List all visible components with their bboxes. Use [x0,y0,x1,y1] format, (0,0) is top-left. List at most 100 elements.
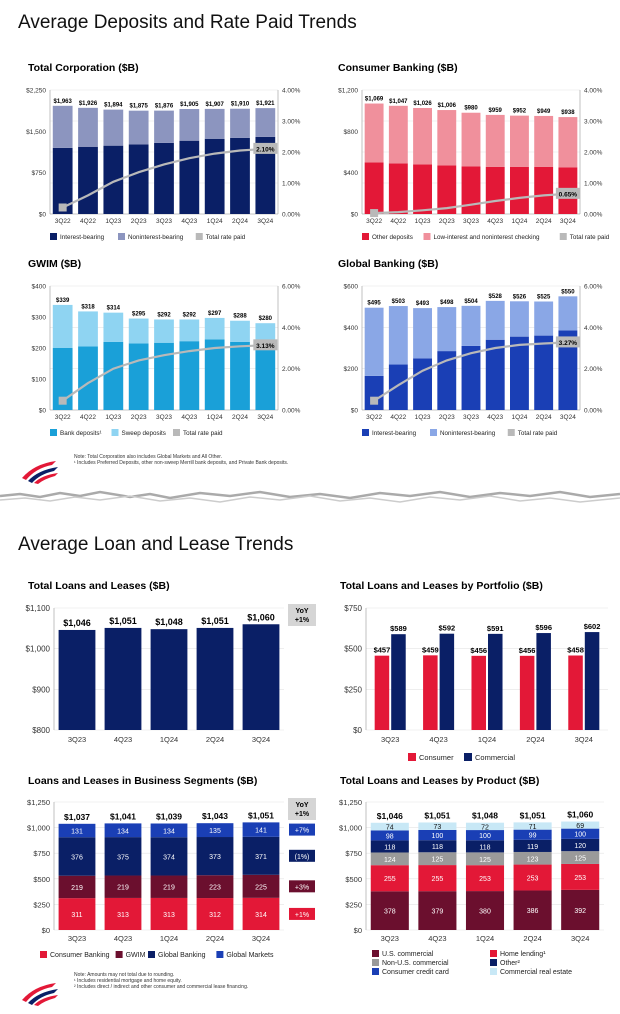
bar-global-banking [104,837,142,876]
y2-tick-label: 0.00% [282,408,301,415]
bar-non-u-s-commercial [513,851,552,865]
bar-noninterest-bearing [255,108,276,137]
y-tick-label: $500 [33,875,50,884]
y-tick-label: $300 [32,315,47,322]
bar-total-label: $318 [81,304,95,310]
bar-consumer-banking [104,897,142,930]
y2-tick-label: 3.00% [584,119,603,126]
bar-total-label: $550 [561,289,575,295]
legend-swatch [423,233,431,240]
y2-tick-label: 4.00% [282,88,301,95]
x-tick-label: 1Q23 [105,218,121,225]
bar-gwim [150,875,188,898]
bar-consumer-credit-card [370,830,409,841]
bar-gwim [58,875,96,899]
bar-noninterest-bearing [485,300,505,340]
legend-label-home-lending: Home lending¹ [500,951,546,958]
bar-total-label: $952 [513,109,527,115]
rate-line [374,192,568,215]
x-tick-label: 1Q24 [511,218,527,225]
segment-value-label: 98 [386,833,394,840]
y2-tick-label: 2.00% [584,150,603,157]
bar-interest-bearing [179,140,200,214]
y2-tick-label: 4.00% [584,325,603,332]
bar-value-label: $591 [487,624,504,633]
yoy-change-box [289,907,315,920]
x-tick-label: 1Q24 [207,218,223,225]
bar-total-label: $314 [107,306,121,312]
x-tick-label: 3Q24 [257,218,273,225]
x-tick-label: 4Q22 [80,218,96,225]
bar-total-label: $1,048 [472,811,498,821]
yoy-change-box [289,823,315,836]
bar-global-markets [242,822,280,837]
loans-by-product-title: Total Loans and Leases by Product ($B) [340,775,540,787]
x-tick-label: 1Q23 [415,414,431,421]
rate-last-label: 3.13% [256,343,275,350]
global-banking-chart: $0 $200 $400 $600 0.00% 2.00% 4.00% 6.00% $495 3Q… [344,284,603,438]
bar-sweep-deposits [230,320,250,342]
bar-noninterest-bearing [413,308,433,359]
x-tick-label: 3Q24 [560,218,576,225]
legend-swatch [362,429,369,436]
bar-consumer-banking [58,898,96,930]
bar-total-label: $1,047 [389,99,408,105]
x-tick-label: 2Q23 [439,414,455,421]
x-tick-label: 1Q23 [105,414,121,421]
segment-value-label: 253 [479,876,491,883]
bar-global-banking [150,837,188,876]
segment-value-label: 392 [574,908,586,915]
y2-tick-label: 6.00% [584,284,603,291]
bar-total-label: $528 [489,294,503,300]
bar-noninterest-bearing [558,296,578,331]
bar-total-label: $1,069 [365,97,384,103]
bar-total-label: $526 [513,294,527,300]
segment-value-label: 375 [117,854,129,861]
bar-sweep-deposits [179,319,200,342]
bar-noninterest-bearing [78,107,98,147]
bar-total-label: $504 [464,299,478,305]
segment-value-label: 71 [529,824,537,831]
yoy-total: +1% [295,811,310,818]
legend-label-total-rate-paid: Total rate paid [570,234,610,241]
x-tick-label: 2Q23 [131,218,147,225]
segment-value-label: 313 [117,912,129,919]
legend-label-global-markets: Global Markets [226,952,274,959]
bar-consumer-credit-card [513,829,552,840]
x-tick-label: 3Q23 [463,218,479,225]
x-tick-label: 3Q24 [252,735,270,744]
bar-low-interest-and-noninterest-checking [388,105,408,164]
legend-label-interest-bearing: Interest-bearing [60,234,105,241]
y-tick-label: $200 [344,366,359,373]
segment-value-label: 312 [209,912,221,919]
rate-first-marker [370,209,379,218]
y-tick-label: $800 [32,726,50,735]
y-tick-label: $500 [344,645,362,654]
segment-value-label: 219 [71,885,83,892]
y2-tick-label: 6.00% [282,284,301,291]
segment-value-label: 386 [527,908,539,915]
bar-total-loans [196,627,234,730]
loans-by-portfolio-chart: $0 $250 $500 $750 $457 $589 3Q23 $459 $592 4Q23 $4… [344,604,608,762]
legend-label-commercial-real-estate: Commercial real estate [500,969,572,976]
x-tick-label: 4Q22 [80,414,96,421]
bar-total-label: $1,006 [438,103,457,109]
bar-global-banking [58,837,96,876]
bar-value-label: $1,051 [109,616,137,626]
y-tick-label: $750 [33,849,50,858]
legend-label-consumer-banking: Consumer Banking [50,952,110,959]
x-tick-label: 2Q24 [536,218,552,225]
y2-tick-label: 4.00% [282,325,301,332]
bar-total-label: $949 [537,109,551,115]
y-tick-label: $250 [344,685,362,694]
segment-value-label: 118 [384,844,395,851]
bar-global-banking [196,837,234,876]
bar-total-label: $1,051 [248,810,274,820]
bar-total-label: $498 [440,300,454,306]
bar-global-markets [104,823,142,838]
x-tick-label: 3Q22 [55,218,71,225]
bar-low-interest-and-noninterest-checking [485,114,505,167]
segment-value-label: 371 [255,854,267,861]
bar-low-interest-and-noninterest-checking [437,110,457,166]
bar-noninterest-bearing [103,109,124,146]
